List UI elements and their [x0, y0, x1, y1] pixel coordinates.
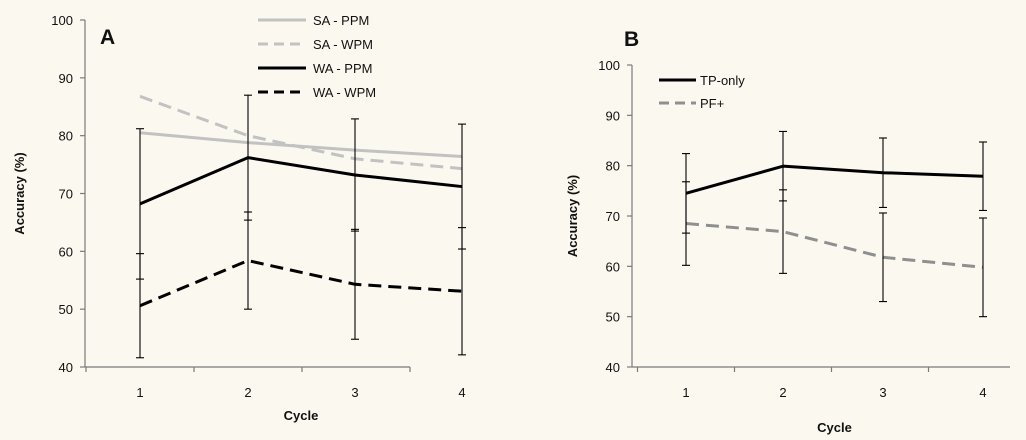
y-tick-label: 40 [606, 360, 620, 375]
y-tick-label: 60 [59, 244, 73, 259]
x-tick-label: 3 [351, 385, 358, 400]
legend-label: SA - WPM [313, 37, 373, 52]
x-tick-label: 2 [244, 385, 251, 400]
series-line-pf- [685, 222, 984, 269]
x-tick-label: 1 [682, 385, 689, 400]
y-tick-label: 70 [59, 187, 73, 202]
legend-label: TP-only [700, 73, 745, 88]
x-tick-label: 4 [458, 385, 465, 400]
y-tick-label: 50 [606, 310, 620, 325]
y-axis-label: Accuracy (%) [12, 152, 27, 234]
y-tick-label: 90 [59, 71, 73, 86]
legend-label: SA - PPM [313, 13, 369, 28]
x-tick-label: 3 [879, 385, 886, 400]
x-tick-label: 4 [979, 385, 986, 400]
y-axis-label: Accuracy (%) [565, 175, 580, 257]
x-axis-label: Cycle [284, 408, 319, 423]
y-tick-label: 100 [51, 13, 73, 28]
y-tick-label: 40 [59, 360, 73, 375]
y-tick-label: 80 [606, 159, 620, 174]
series-line-wa-ppm [139, 156, 463, 206]
y-tick-label: 50 [59, 302, 73, 317]
legend-label: PF+ [700, 96, 724, 111]
series-line-sa-ppm [139, 131, 463, 158]
x-tick-label: 1 [136, 385, 143, 400]
series-line-tp-only [685, 164, 984, 195]
legend-label: WA - WPM [313, 85, 376, 100]
panel-label: B [624, 28, 639, 51]
panel-label: A [100, 26, 115, 49]
y-tick-label: 90 [606, 108, 620, 123]
y-tick-label: 100 [598, 58, 620, 73]
series-line-sa-wpm [139, 94, 463, 171]
y-tick-label: 60 [606, 259, 620, 274]
x-axis-label: Cycle [817, 420, 852, 435]
y-tick-label: 70 [606, 209, 620, 224]
y-tick-label: 80 [59, 129, 73, 144]
legend-label: WA - PPM [313, 61, 372, 76]
x-tick-label: 2 [779, 385, 786, 400]
series-line-wa-wpm [139, 259, 463, 308]
